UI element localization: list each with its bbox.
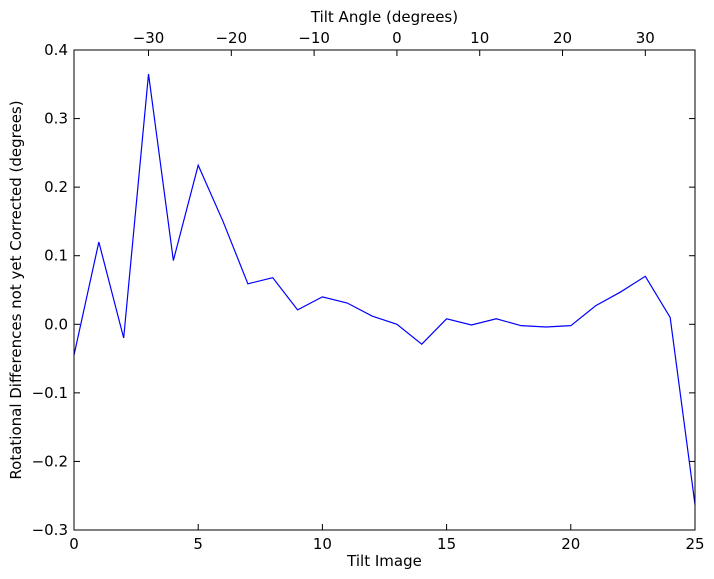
x-tick-label: 20	[561, 535, 580, 553]
top-x-tick-label: 0	[392, 29, 402, 47]
top-x-tick-label: 20	[553, 29, 572, 47]
x-tick-label: 5	[193, 535, 203, 553]
top-x-tick-label: 10	[470, 29, 489, 47]
x-axis-title: Tilt Image	[346, 552, 422, 570]
x-tick-label: 25	[685, 535, 704, 553]
x-tick-label: 10	[313, 535, 332, 553]
top-x-axis-title: Tilt Angle (degrees)	[310, 8, 458, 26]
tick-layer: 0 5 10 15 20 25 −30 −20 −10 0 10 20 30 −0.3 −0.2 −0.1 0.…	[32, 29, 705, 553]
y-axis-title: Rotational Differences not yet Corrected…	[7, 100, 25, 479]
y-tick-label: 0.0	[44, 315, 68, 333]
top-x-tick-label: 30	[636, 29, 655, 47]
y-tick-label: 0.1	[44, 247, 68, 265]
y-tick-label: 0.2	[44, 178, 68, 196]
plot-frame	[73, 49, 696, 531]
y-tick-label: −0.2	[32, 452, 68, 470]
y-tick-label: 0.3	[44, 110, 68, 128]
plot-layer	[73, 73, 696, 505]
top-x-tick-label: −20	[215, 29, 247, 47]
top-x-tick-label: −30	[133, 29, 165, 47]
x-tick-label: 15	[437, 535, 456, 553]
y-tick-label: −0.3	[32, 521, 68, 539]
top-x-tick-label: −10	[298, 29, 330, 47]
y-tick-label: −0.1	[32, 384, 68, 402]
series-line-0	[73, 73, 696, 505]
x-tick-label: 0	[69, 535, 79, 553]
y-tick-label: 0.4	[44, 41, 68, 59]
